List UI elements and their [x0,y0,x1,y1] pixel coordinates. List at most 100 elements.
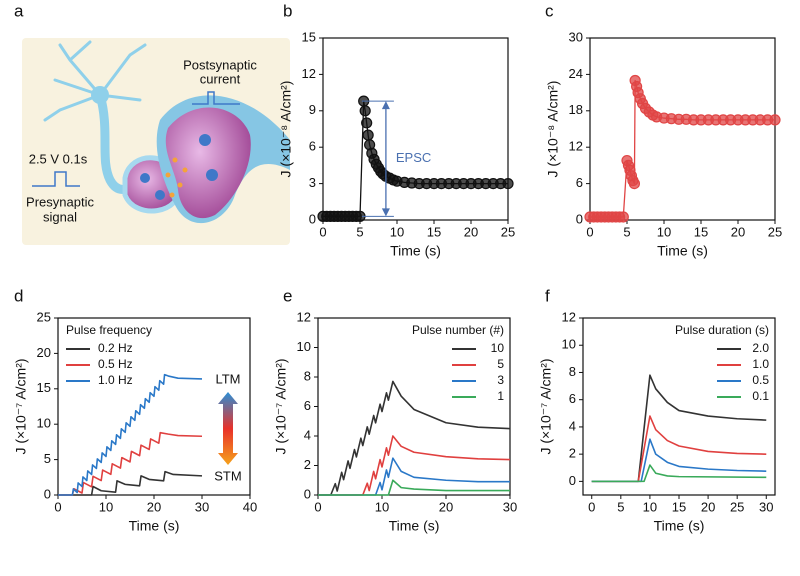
legend-title: Pulse number (#) [412,323,504,337]
x-tick-label: 10 [375,499,389,514]
x-tick-label: 15 [672,499,686,514]
y-tick-label: 0 [576,211,583,226]
x-axis-title: Time (s) [657,243,708,259]
legend-label: 1 [497,389,504,403]
x-tick-label: 20 [731,224,745,239]
y-tick-label: 0 [44,486,51,501]
legend-label: 1.0 [752,357,769,371]
y-tick-label: 12 [297,309,311,324]
pulse-label: 2.5 V 0.1s [29,151,88,166]
chart: c 0 6 12 18 24 30 0 5 10 15 20 25 Time (s) J (×10⁻⁸ A/… [545,1,783,258]
y-axis-title: J (×10⁻⁷ A/cm²) [538,358,554,454]
x-tick-label: 30 [759,499,773,514]
x-tick-label: 30 [503,499,517,514]
y-axis-title: J (×10⁻⁷ A/cm²) [273,358,289,454]
data-point [362,129,374,141]
x-axis-title: Time (s) [654,518,705,534]
x-tick-label: 40 [243,499,257,514]
legend-label: 0.2 Hz [98,341,133,355]
y-axis-title: J (×10⁻⁷ A/cm²) [13,358,29,454]
x-tick-label: 0 [314,499,321,514]
y-tick-label: 0 [304,486,311,501]
y-tick-label: 12 [569,139,583,154]
panel-letter: c [545,1,554,20]
legend-label: 0.5 [752,373,769,387]
y-tick-label: 3 [309,175,316,190]
x-tick-label: 10 [390,224,404,239]
x-tick-label: 5 [356,224,363,239]
x-axis-title: Time (s) [390,243,441,259]
data-point [361,117,373,129]
y-tick-label: 30 [569,29,583,44]
plot-frame [582,317,776,496]
series-line [318,479,510,496]
x-tick-label: 0 [588,499,595,514]
legend-title: Pulse duration (s) [675,323,769,337]
chart: d 0 5 10 15 20 25 0 10 20 30 40 Time (s) J (×10⁻⁷ A/c… [13,286,258,533]
neurotransmitters [165,157,188,198]
y-tick-label: 0 [569,473,576,488]
postsynaptic-body [165,107,251,219]
y-tick-label: 6 [569,391,576,406]
legend-label: 0.5 Hz [98,357,133,371]
y-tick-label: 15 [37,380,51,395]
series-line [58,373,203,496]
annotation: STM [214,468,241,483]
x-tick-label: 10 [643,499,657,514]
series-line [58,470,203,496]
y-tick-label: 2 [569,446,576,461]
panel-letter: a [14,1,24,20]
data-point [628,178,641,190]
series-line [590,79,775,218]
y-tick-label: 15 [302,29,316,44]
x-tick-label: 20 [464,224,478,239]
series-line [58,431,203,496]
x-tick-label: 0 [54,499,61,514]
y-tick-label: 0 [309,211,316,226]
y-tick-label: 12 [302,66,316,81]
y-tick-label: 8 [304,368,311,383]
x-tick-label: 20 [701,499,715,514]
y-tick-label: 10 [37,416,51,431]
x-tick-label: 25 [730,499,744,514]
series-line [591,415,767,483]
x-tick-label: 0 [586,224,593,239]
x-tick-label: 20 [439,499,453,514]
pre-label: signal [43,209,77,224]
y-tick-label: 10 [297,339,311,354]
series-line [318,435,511,496]
y-tick-label: 6 [309,139,316,154]
x-tick-label: 25 [768,224,782,239]
annotation: EPSC [396,150,431,165]
illustration: a Postsynaptic current 2.5 V 0.1s Presyn… [14,1,290,245]
y-tick-label: 6 [576,175,583,190]
x-tick-label: 25 [501,224,515,239]
series-line [318,457,510,496]
legend-label: 10 [491,341,505,355]
y-tick-label: 10 [562,337,576,352]
panel-letter: d [14,286,23,305]
legend-label: 0.1 [752,389,769,403]
series-line [591,374,767,483]
y-tick-label: 20 [37,345,51,360]
panel-letter: e [283,286,292,305]
y-tick-label: 25 [37,309,51,324]
y-tick-label: 12 [562,309,576,324]
chart: f 0 2 4 6 8 10 12 0 5 10 15 20 25 30 Time (s) J (×10⁻⁷ A… [538,286,776,534]
x-axis-title: Time (s) [389,518,440,534]
legend-title: Pulse frequency [66,323,152,337]
data-point [617,211,629,223]
legend-label: 1.0 Hz [98,373,133,387]
vesicles [140,134,218,200]
y-tick-label: 8 [569,364,576,379]
y-axis-title: J (×10⁻⁸ A/cm²) [278,81,294,178]
annotation: LTM [215,371,240,386]
panel-letter: f [545,286,550,305]
data-point [769,114,781,126]
data-point [359,105,371,117]
y-tick-label: 6 [304,398,311,413]
x-tick-label: 5 [617,499,624,514]
y-tick-label: 9 [309,102,316,117]
